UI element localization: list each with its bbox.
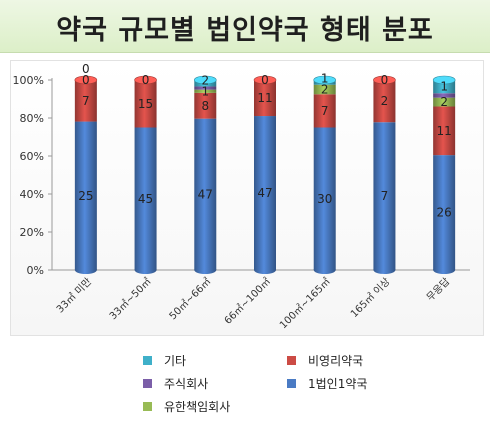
bar-top-cap [134, 75, 157, 85]
bar-bottom-cap [313, 266, 336, 274]
bar-segment [433, 106, 456, 156]
bar-segment [194, 89, 217, 93]
bar-segment [194, 86, 217, 90]
bar-segment [194, 92, 217, 119]
data-label: 7 [82, 94, 90, 108]
bar-segment [313, 94, 336, 128]
data-label: 1 [201, 84, 209, 98]
bar-segment [134, 80, 157, 128]
data-label: 2 [381, 94, 389, 108]
data-label: 45 [138, 192, 153, 206]
chart-title: 약국 규모별 법인약국 형태 분포 [56, 15, 434, 46]
data-label: 0 [82, 62, 90, 76]
title-bar: 약국 규모별 법인약국 형태 분포 [0, 0, 490, 53]
bar-segment [313, 84, 336, 95]
bar-bottom-cap [373, 266, 396, 274]
data-label: 1 [321, 72, 329, 86]
bar-bottom-cap [74, 266, 97, 274]
data-label: 11 [257, 91, 272, 105]
data-label: 0 [381, 73, 389, 87]
y-tick-label: 100% [13, 74, 44, 87]
data-label: 2 [321, 83, 329, 97]
bar-top-cap [373, 75, 396, 85]
bar-segment [313, 127, 336, 270]
bar-segment [254, 80, 276, 117]
x-tick-label: 50㎡~66㎡ [167, 276, 214, 323]
bar-segment [373, 80, 396, 123]
bar-segment [194, 118, 217, 270]
data-label: 0 [261, 73, 269, 87]
bar-segment [254, 116, 276, 270]
data-label: 2 [440, 95, 448, 109]
data-label: 30 [317, 192, 332, 206]
bar-segment [433, 155, 456, 270]
data-label: 0 [142, 73, 150, 87]
bar-segment [433, 93, 456, 98]
bar-bottom-cap [433, 266, 456, 274]
data-label: 25 [78, 189, 93, 203]
bar-bottom-cap [194, 266, 217, 274]
y-tick-label: 20% [20, 226, 44, 239]
bar-bottom-cap [134, 266, 157, 274]
x-tick-label: 무응답 [424, 276, 452, 304]
bar-segment [134, 127, 157, 270]
bar-segment [74, 80, 97, 122]
data-label: 0 [82, 73, 90, 87]
x-tick-label: 100㎡~165㎡ [277, 276, 333, 332]
y-tick-label: 40% [20, 188, 44, 201]
bar-bottom-cap [254, 266, 276, 274]
data-label: 11 [437, 124, 452, 138]
data-label: 1 [440, 80, 448, 94]
x-tick-label: 33㎡ 미만 [54, 276, 94, 316]
bar-top-cap [313, 75, 337, 85]
data-label: 2 [201, 73, 209, 87]
x-tick-label: 66㎡~100㎡ [222, 276, 273, 327]
y-tick-label: 80% [20, 112, 44, 125]
bar-segment [433, 97, 456, 107]
bar-segment [373, 122, 396, 270]
y-tick-label: 60% [20, 150, 44, 163]
data-label: 7 [381, 189, 389, 203]
x-tick-label: 165㎡ 이상 [348, 276, 392, 320]
bar-top-cap [253, 75, 277, 85]
bar-top-cap [193, 75, 217, 85]
bar-top-cap [432, 75, 456, 85]
data-label: 47 [257, 186, 272, 200]
bar-segment [74, 121, 97, 270]
data-label: 47 [198, 187, 213, 201]
bar-top-cap [74, 75, 98, 85]
data-label: 26 [437, 206, 452, 220]
data-label: 15 [138, 97, 153, 111]
y-tick-label: 0% [27, 264, 44, 277]
data-label: 7 [321, 104, 329, 118]
data-label: 8 [201, 99, 209, 113]
x-tick-label: 33㎡~50㎡ [107, 276, 154, 323]
